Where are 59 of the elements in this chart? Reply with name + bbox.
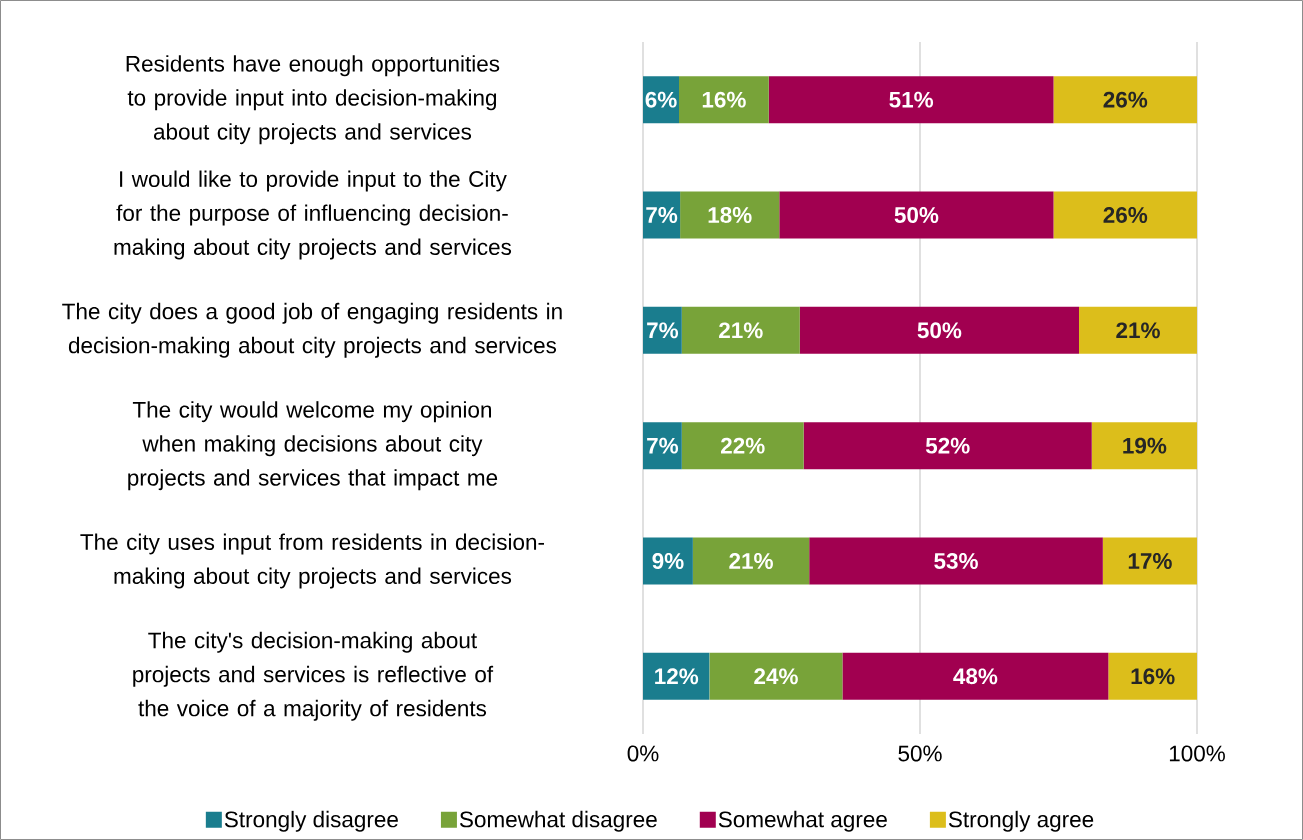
bar xyxy=(679,76,769,124)
bar xyxy=(803,422,1092,470)
x-tick-label: 0% xyxy=(627,745,659,762)
data-label: 17% xyxy=(1128,553,1172,569)
bar xyxy=(1079,306,1197,354)
data-label: 7% xyxy=(647,437,679,454)
bar xyxy=(709,652,843,700)
data-label: 12% xyxy=(655,668,699,685)
data-label: 21% xyxy=(1116,322,1160,339)
bar xyxy=(799,306,1079,354)
bar xyxy=(1091,422,1197,470)
y-tick-label: The city would welcome my opinion when making decisions about city projects and services that impact me xyxy=(128,401,498,491)
legend-label: Strongly disagree xyxy=(224,810,398,832)
y-tick-label: I would like to provide input to the City for the purpose of influencing decision-making about city projects and services xyxy=(114,170,512,260)
x-tick-label: 100% xyxy=(1169,745,1225,762)
x-tick-label: 50% xyxy=(898,745,942,762)
data-label: 18% xyxy=(708,207,752,223)
data-label: 16% xyxy=(702,91,746,108)
bar xyxy=(681,422,804,470)
bar xyxy=(809,537,1103,585)
bar xyxy=(681,306,800,354)
bar xyxy=(842,652,1109,700)
bar xyxy=(1053,76,1197,124)
data-label: 50% xyxy=(917,322,962,339)
data-label: 7% xyxy=(647,322,679,339)
data-label: 16% xyxy=(1131,668,1175,685)
bar xyxy=(779,191,1054,239)
bar xyxy=(643,422,682,470)
bar xyxy=(680,191,780,239)
bar xyxy=(692,537,810,585)
bar xyxy=(643,537,693,585)
bar xyxy=(643,652,710,700)
data-label: 48% xyxy=(953,668,998,685)
bar xyxy=(1108,652,1197,700)
data-label: 26% xyxy=(1103,207,1148,223)
data-label: 52% xyxy=(925,437,970,454)
data-label: 7% xyxy=(646,207,678,223)
bar xyxy=(643,306,682,354)
y-tick-label: The city uses input from residents in decision-making about city projects and services xyxy=(80,533,544,589)
bar xyxy=(768,76,1054,124)
data-label: 22% xyxy=(721,437,765,454)
data-label: 19% xyxy=(1123,437,1167,454)
legend-label: Somewhat agree xyxy=(718,810,887,832)
y-tick-label: The city does a good job of engaging residents in decision-making about city projects and services xyxy=(62,302,562,358)
data-label: 26% xyxy=(1103,91,1148,108)
data-label: 21% xyxy=(729,553,773,569)
data-label: 53% xyxy=(934,553,978,569)
data-label: 50% xyxy=(894,207,939,223)
legend-label: Strongly agree xyxy=(948,810,1094,832)
data-label: 6% xyxy=(645,91,677,108)
y-tick-label: The city's decision-making about projects and services is reflective of the voice of a majority of residents xyxy=(133,631,494,721)
bar xyxy=(1053,191,1197,239)
data-label: 21% xyxy=(719,322,763,339)
data-label: 24% xyxy=(754,668,798,685)
y-tick-label: Residents have enough opportunities to provide input into decision-making about city projects and services xyxy=(126,55,500,145)
bar xyxy=(1102,537,1197,585)
data-label: 9% xyxy=(652,553,684,569)
data-label: 51% xyxy=(889,91,934,108)
legend-label: Somewhat disagree xyxy=(459,810,657,832)
